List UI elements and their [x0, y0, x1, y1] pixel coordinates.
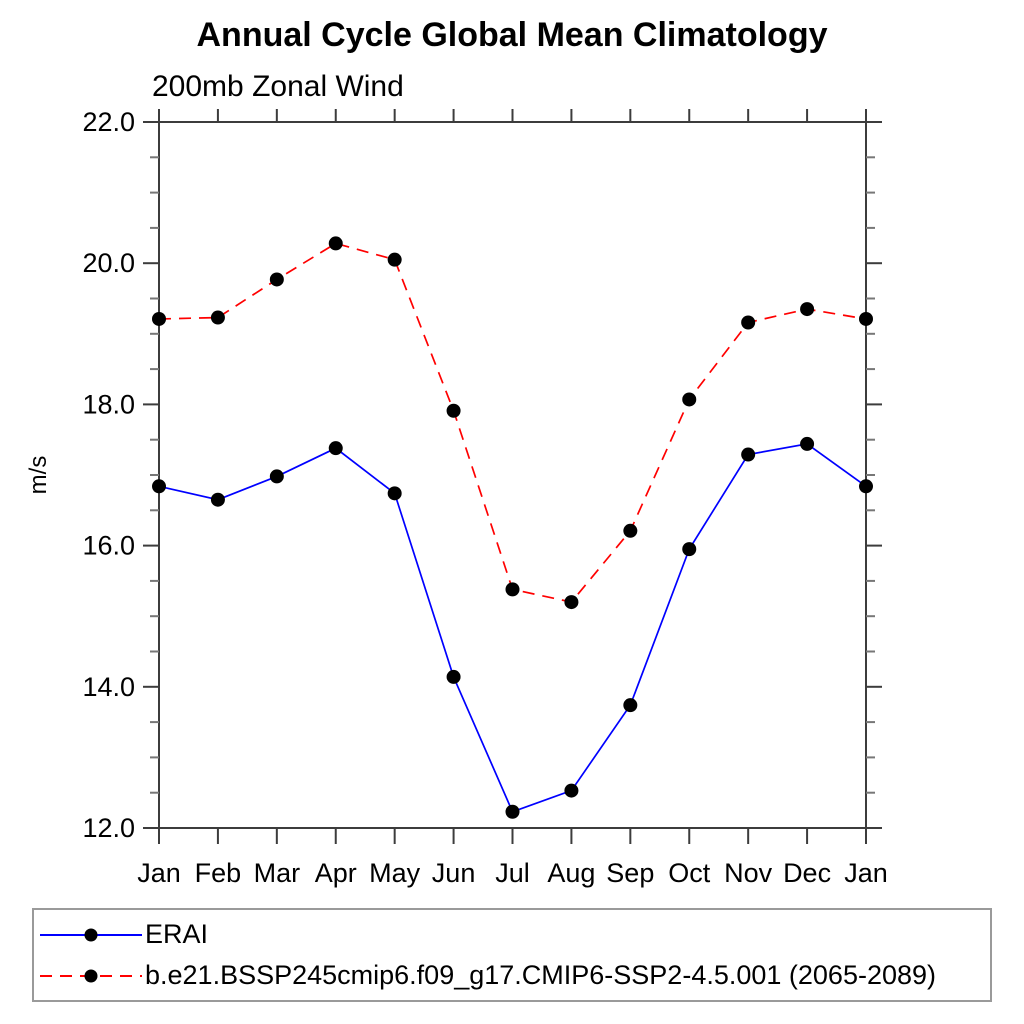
- data-point: [152, 311, 166, 326]
- x-tick-label: Jul: [495, 858, 530, 888]
- data-point: [682, 392, 697, 407]
- data-point: [446, 669, 461, 684]
- data-point: [741, 315, 756, 330]
- x-tick-label: Nov: [724, 858, 773, 888]
- data-point: [446, 403, 461, 418]
- y-tick-label: 22.0: [82, 107, 135, 137]
- legend-line-sample-dashed: [40, 969, 142, 982]
- plot-frame: [158, 121, 867, 829]
- data-point: [505, 804, 520, 819]
- data-point: [682, 542, 697, 557]
- data-point: [210, 492, 225, 507]
- data-point: [328, 236, 343, 251]
- data-point: [210, 310, 225, 325]
- data-point: [859, 311, 873, 326]
- y-tick-label: 16.0: [82, 531, 135, 561]
- x-tick-label: Aug: [547, 858, 595, 888]
- y-tick-label: 18.0: [82, 389, 135, 419]
- chart-subtitle: 200mb Zonal Wind: [152, 70, 404, 103]
- data-point: [564, 595, 579, 610]
- y-tick-label: 14.0: [82, 672, 135, 702]
- data-point: [800, 436, 815, 451]
- x-tick-label: Jun: [432, 858, 476, 888]
- x-tick-label: Jan: [137, 858, 181, 888]
- y-tick-label: 20.0: [82, 248, 135, 278]
- legend-line-sample-solid: [40, 928, 142, 941]
- x-tick-label: Dec: [783, 858, 831, 888]
- data-point: [152, 479, 166, 494]
- legend-label: b.e21.BSSP245cmip6.f09_g17.CMIP6-SSP2-4.…: [145, 960, 937, 990]
- data-point: [328, 441, 343, 456]
- data-point: [741, 447, 756, 462]
- y-tick-label: 12.0: [82, 813, 135, 843]
- x-tick-label: Apr: [315, 858, 357, 888]
- legend: ERAI b.e21.BSSP245cmip6.f09_g17.CMIP6-SSP…: [32, 908, 992, 1002]
- data-point: [269, 272, 284, 287]
- x-tick-label: May: [369, 858, 421, 888]
- legend-marker-dot: [84, 928, 98, 941]
- x-tick-label: Mar: [254, 858, 301, 888]
- data-point: [623, 698, 638, 713]
- data-point: [859, 479, 873, 494]
- legend-item-1: b.e21.BSSP245cmip6.f09_g17.CMIP6-SSP2-4.…: [34, 955, 990, 996]
- x-tick-label: Sep: [606, 858, 654, 888]
- legend-item-0: ERAI: [34, 914, 990, 955]
- y-axis-label: m/s: [25, 456, 52, 495]
- data-point: [505, 582, 520, 597]
- data-point: [387, 252, 402, 267]
- x-tick-label: Feb: [195, 858, 242, 888]
- x-tick-label: Jan: [844, 858, 888, 888]
- legend-marker-dot: [84, 969, 98, 982]
- series-line-1: [158, 242, 867, 604]
- data-point: [564, 783, 579, 798]
- chart-title: Annual Cycle Global Mean Climatology: [196, 16, 828, 54]
- series-line-0: [158, 443, 867, 813]
- plot-area: 12.0 14.0 16.0 18.0 20.0 22.0 Jan Feb Mar Apr May J…: [25, 107, 888, 888]
- legend-label: ERAI: [145, 919, 209, 949]
- x-tick-label: Oct: [668, 858, 711, 888]
- data-point: [623, 523, 638, 538]
- data-point: [269, 469, 284, 484]
- data-point: [800, 302, 815, 317]
- data-point: [387, 486, 402, 501]
